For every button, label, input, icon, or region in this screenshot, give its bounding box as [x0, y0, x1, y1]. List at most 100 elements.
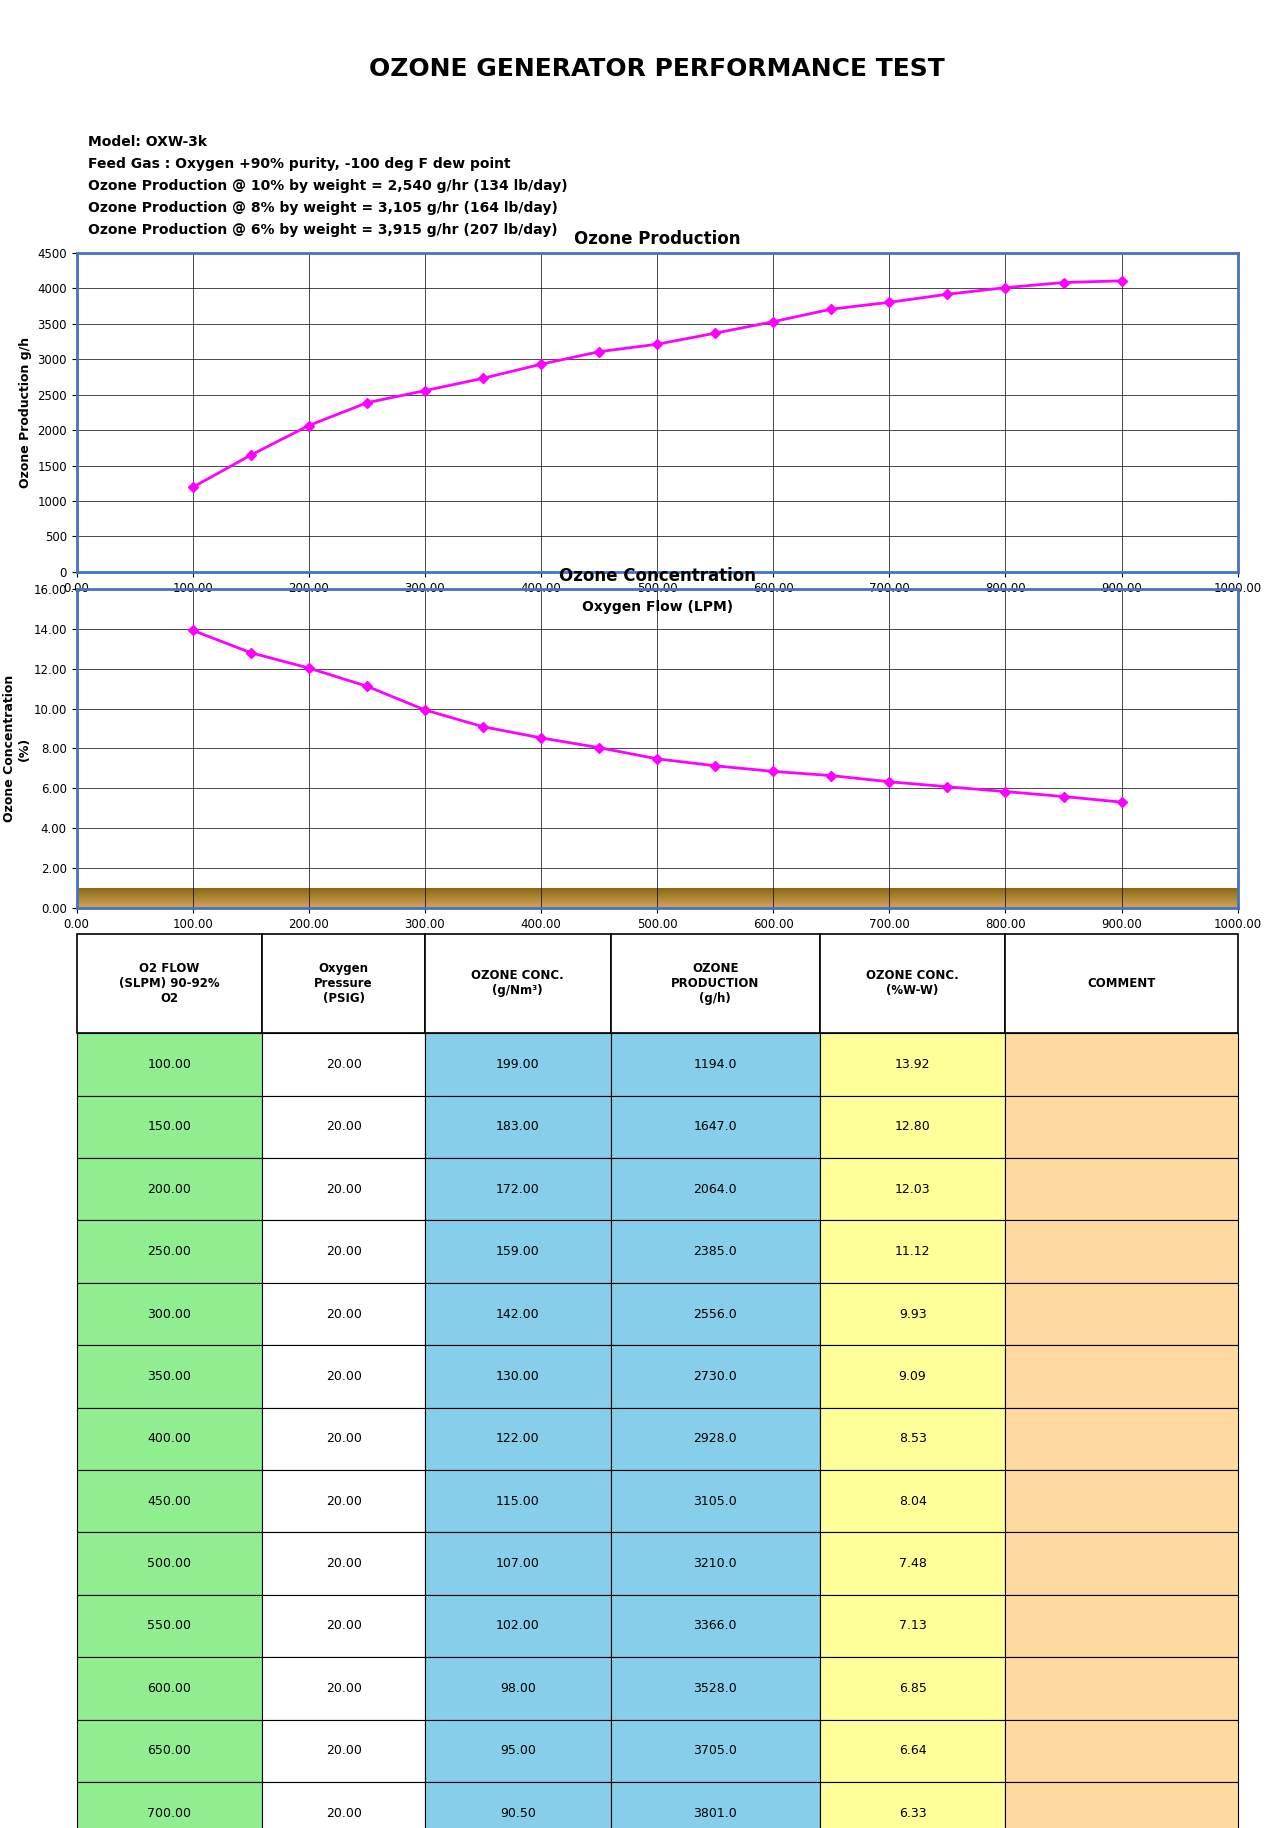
Text: 8.53: 8.53: [898, 1433, 926, 1446]
Text: 200.00: 200.00: [148, 1183, 191, 1196]
FancyBboxPatch shape: [77, 1221, 263, 1283]
Text: 20.00: 20.00: [325, 1058, 361, 1071]
Text: 8.04: 8.04: [898, 1495, 926, 1508]
FancyBboxPatch shape: [263, 1782, 425, 1828]
Text: 2730.0: 2730.0: [693, 1369, 738, 1384]
Text: 3705.0: 3705.0: [693, 1744, 738, 1757]
FancyBboxPatch shape: [425, 1594, 611, 1658]
Text: 20.00: 20.00: [325, 1245, 361, 1258]
FancyBboxPatch shape: [1005, 1157, 1238, 1221]
FancyBboxPatch shape: [77, 1532, 263, 1594]
FancyBboxPatch shape: [425, 1782, 611, 1828]
FancyBboxPatch shape: [77, 1345, 263, 1408]
FancyBboxPatch shape: [77, 1408, 263, 1470]
FancyBboxPatch shape: [611, 1532, 819, 1594]
FancyBboxPatch shape: [1005, 1782, 1238, 1828]
FancyBboxPatch shape: [77, 1095, 263, 1157]
FancyBboxPatch shape: [1005, 1720, 1238, 1782]
FancyBboxPatch shape: [1005, 934, 1238, 1033]
FancyBboxPatch shape: [263, 934, 425, 1033]
Text: 102.00: 102.00: [496, 1620, 540, 1632]
Text: 172.00: 172.00: [496, 1183, 540, 1196]
Text: Ozone Production @ 6% by weight = 3,915 g/hr (207 lb/day): Ozone Production @ 6% by weight = 3,915 …: [88, 223, 558, 236]
Text: 100.00: 100.00: [148, 1058, 191, 1071]
Text: 11.12: 11.12: [894, 1245, 930, 1258]
Text: COMMENT: COMMENT: [1087, 976, 1156, 991]
FancyBboxPatch shape: [1005, 1408, 1238, 1470]
Text: 20.00: 20.00: [325, 1433, 361, 1446]
FancyBboxPatch shape: [611, 1157, 819, 1221]
Text: 2385.0: 2385.0: [693, 1245, 738, 1258]
Text: 400.00: 400.00: [148, 1433, 191, 1446]
Text: 107.00: 107.00: [496, 1557, 540, 1570]
Text: 13.92: 13.92: [894, 1058, 930, 1071]
Text: 115.00: 115.00: [496, 1495, 540, 1508]
Text: 350.00: 350.00: [148, 1369, 191, 1384]
FancyBboxPatch shape: [1005, 1033, 1238, 1095]
Text: Ozone Production @ 10% by weight = 2,540 g/hr (134 lb/day): Ozone Production @ 10% by weight = 2,540…: [88, 179, 568, 194]
Text: OZONE CONC.
(%W-W): OZONE CONC. (%W-W): [866, 969, 960, 998]
FancyBboxPatch shape: [77, 1782, 263, 1828]
FancyBboxPatch shape: [263, 1532, 425, 1594]
FancyBboxPatch shape: [611, 1095, 819, 1157]
FancyBboxPatch shape: [77, 1157, 263, 1221]
Text: 20.00: 20.00: [325, 1183, 361, 1196]
Text: OZONE
PRODUCTION
(g/h): OZONE PRODUCTION (g/h): [671, 962, 759, 1005]
Text: 199.00: 199.00: [496, 1058, 540, 1071]
Text: 1647.0: 1647.0: [693, 1121, 738, 1133]
FancyBboxPatch shape: [425, 1532, 611, 1594]
Text: 98.00: 98.00: [500, 1682, 536, 1695]
FancyBboxPatch shape: [611, 1345, 819, 1408]
Text: 3105.0: 3105.0: [693, 1495, 738, 1508]
FancyBboxPatch shape: [263, 1720, 425, 1782]
Text: Model: OXW-3k: Model: OXW-3k: [88, 135, 207, 150]
Text: 6.33: 6.33: [898, 1806, 926, 1819]
Text: 20.00: 20.00: [325, 1495, 361, 1508]
FancyBboxPatch shape: [263, 1095, 425, 1157]
Text: 3801.0: 3801.0: [693, 1806, 738, 1819]
FancyBboxPatch shape: [263, 1283, 425, 1345]
Text: 159.00: 159.00: [496, 1245, 540, 1258]
FancyBboxPatch shape: [611, 1408, 819, 1470]
Text: 20.00: 20.00: [325, 1121, 361, 1133]
Title: Ozone Production: Ozone Production: [574, 230, 740, 249]
Text: 20.00: 20.00: [325, 1744, 361, 1757]
FancyBboxPatch shape: [611, 1782, 819, 1828]
FancyBboxPatch shape: [611, 1283, 819, 1345]
FancyBboxPatch shape: [819, 1095, 1005, 1157]
FancyBboxPatch shape: [611, 1594, 819, 1658]
Text: 6.64: 6.64: [898, 1744, 926, 1757]
FancyBboxPatch shape: [1005, 1095, 1238, 1157]
Text: 20.00: 20.00: [325, 1369, 361, 1384]
X-axis label: Oxygen Flow (LPM): Oxygen Flow (LPM): [582, 600, 732, 614]
FancyBboxPatch shape: [819, 1345, 1005, 1408]
Text: 700.00: 700.00: [148, 1806, 191, 1819]
Text: 450.00: 450.00: [148, 1495, 191, 1508]
FancyBboxPatch shape: [77, 1283, 263, 1345]
Text: 95.00: 95.00: [500, 1744, 536, 1757]
FancyBboxPatch shape: [611, 1470, 819, 1532]
Text: Oxygen
Pressure
(PSIG): Oxygen Pressure (PSIG): [314, 962, 373, 1005]
FancyBboxPatch shape: [263, 1033, 425, 1095]
Text: 12.03: 12.03: [894, 1183, 930, 1196]
Text: 500.00: 500.00: [148, 1557, 191, 1570]
Text: 150.00: 150.00: [148, 1121, 191, 1133]
FancyBboxPatch shape: [263, 1221, 425, 1283]
FancyBboxPatch shape: [263, 1658, 425, 1720]
FancyBboxPatch shape: [1005, 1532, 1238, 1594]
FancyBboxPatch shape: [611, 1221, 819, 1283]
Text: 90.50: 90.50: [500, 1806, 536, 1819]
FancyBboxPatch shape: [1005, 1283, 1238, 1345]
Text: 20.00: 20.00: [325, 1557, 361, 1570]
FancyBboxPatch shape: [819, 1658, 1005, 1720]
FancyBboxPatch shape: [819, 1221, 1005, 1283]
FancyBboxPatch shape: [425, 1470, 611, 1532]
FancyBboxPatch shape: [1005, 1594, 1238, 1658]
FancyBboxPatch shape: [819, 1157, 1005, 1221]
FancyBboxPatch shape: [611, 1720, 819, 1782]
FancyBboxPatch shape: [819, 934, 1005, 1033]
FancyBboxPatch shape: [425, 1033, 611, 1095]
Text: 600.00: 600.00: [148, 1682, 191, 1695]
FancyBboxPatch shape: [819, 1782, 1005, 1828]
Text: 550.00: 550.00: [148, 1620, 191, 1632]
